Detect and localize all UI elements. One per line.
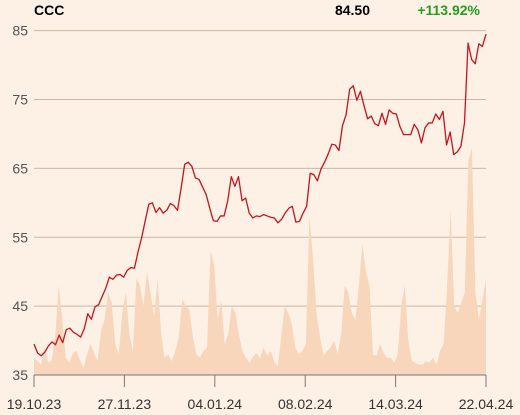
- price-line-layer: [33, 33, 487, 357]
- y-tick-label: 45: [12, 298, 28, 314]
- y-tick-label: 85: [12, 23, 28, 39]
- y-axis: 35 45 55 65 75 85: [12, 23, 28, 383]
- x-tick-label: 08.02.24: [278, 396, 333, 412]
- volume-area: [34, 147, 486, 375]
- last-price: 84.50: [335, 2, 370, 18]
- price-change-percent: +113.92%: [417, 2, 480, 18]
- volume-area-path: [34, 147, 486, 375]
- x-tick-label: 19.10.23: [7, 396, 62, 412]
- y-tick-label: 65: [12, 160, 28, 176]
- grid-lines: [34, 30, 486, 307]
- x-tick-label: 04.01.24: [188, 396, 243, 412]
- price-line: [33, 33, 487, 357]
- x-axis: 19.10.23 27.11.23 04.01.24 08.02.24 14.03.24…: [7, 374, 514, 412]
- ticker-label: CCC: [34, 2, 64, 18]
- x-tick-label: 27.11.23: [98, 396, 152, 412]
- x-tick-label: 14.03.24: [368, 396, 423, 412]
- y-tick-label: 55: [12, 229, 28, 245]
- x-tick-label: 22.04.24: [459, 396, 514, 412]
- y-tick-label: 35: [12, 367, 28, 383]
- y-tick-label: 75: [12, 92, 28, 108]
